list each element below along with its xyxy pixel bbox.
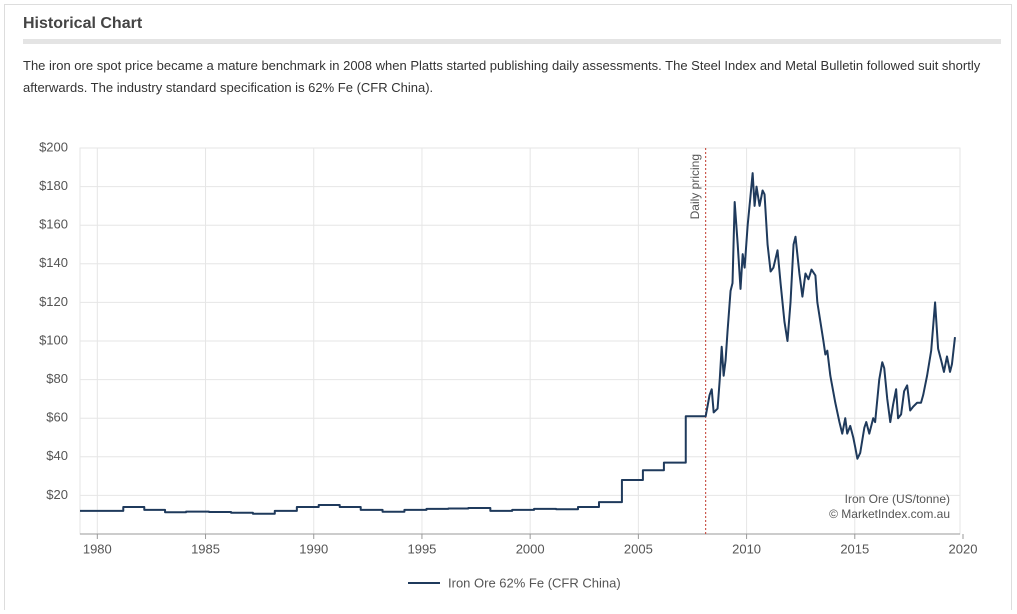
x-tick-label: 1995: [407, 541, 436, 556]
y-tick-label: $120: [39, 294, 68, 309]
title-rule: [23, 39, 1001, 44]
x-tick-label: 2000: [516, 541, 545, 556]
y-tick-label: $160: [39, 217, 68, 232]
y-tick-label: $80: [46, 371, 68, 386]
annotation-label: Daily pricing: [688, 154, 702, 219]
x-tick-label: 2005: [624, 541, 653, 556]
x-tick-label: 2010: [732, 541, 761, 556]
x-tick-label: 2015: [840, 541, 869, 556]
y-tick-label: $100: [39, 332, 68, 347]
y-tick-label: $20: [46, 487, 68, 502]
panel: Historical Chart The iron ore spot price…: [4, 4, 1012, 610]
panel-title: Historical Chart: [23, 15, 143, 32]
credit: © MarketIndex.com.au: [829, 507, 950, 521]
y-tick-label: $180: [39, 178, 68, 193]
price-line: [80, 172, 956, 515]
legend-label: Iron Ore 62% Fe (CFR China): [448, 575, 621, 590]
x-tick-label: 1990: [299, 541, 328, 556]
description: The iron ore spot price became a mature …: [23, 58, 981, 95]
y-tick-label: $40: [46, 448, 68, 463]
y-tick-label: $200: [39, 139, 68, 154]
x-tick-label: 2020: [949, 541, 978, 556]
y-tick-label: $60: [46, 410, 68, 425]
credit: Iron Ore (US/tonne): [845, 492, 950, 506]
y-tick-label: $140: [39, 255, 68, 270]
x-tick-label: 1985: [191, 541, 220, 556]
x-tick-label: 1980: [83, 541, 112, 556]
